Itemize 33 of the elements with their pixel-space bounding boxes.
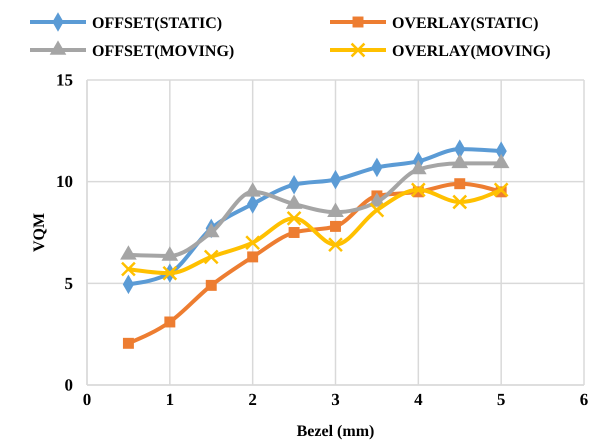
point — [120, 261, 136, 277]
point — [288, 227, 300, 238]
x-tick-label: 1 — [166, 390, 174, 410]
legend-label: OFFSET(STATIC) — [92, 15, 222, 32]
point — [410, 182, 426, 198]
point — [204, 249, 219, 265]
x-tick-label: 0 — [82, 390, 92, 410]
point — [244, 234, 260, 250]
y-tick-label: 15 — [56, 70, 73, 90]
legend-label: OVERLAY(MOVING) — [392, 43, 551, 60]
point — [330, 220, 341, 232]
point — [286, 210, 302, 226]
x-tick-label: 4 — [414, 390, 424, 410]
legend-label: OVERLAY(STATIC) — [392, 15, 538, 32]
x-tick-label: 6 — [580, 390, 588, 410]
point — [164, 316, 176, 328]
x-tick-label: 3 — [331, 390, 340, 410]
point — [452, 194, 468, 210]
point — [206, 280, 217, 291]
legend-label: OFFSET(MOVING) — [92, 43, 234, 60]
point — [454, 178, 466, 190]
x-axis-title: Bezel (mm) — [296, 423, 374, 440]
y-tick-label: 0 — [64, 375, 73, 394]
point — [122, 338, 134, 349]
x-tick-label: 5 — [496, 390, 506, 410]
y-tick-label: 5 — [64, 274, 73, 293]
point — [493, 182, 509, 198]
x-tick-label: 2 — [248, 390, 257, 410]
y-tick-label: 10 — [56, 172, 73, 192]
point — [247, 251, 258, 262]
y-axis-title: VQM — [31, 212, 48, 252]
point — [328, 237, 344, 252]
point — [369, 202, 385, 218]
